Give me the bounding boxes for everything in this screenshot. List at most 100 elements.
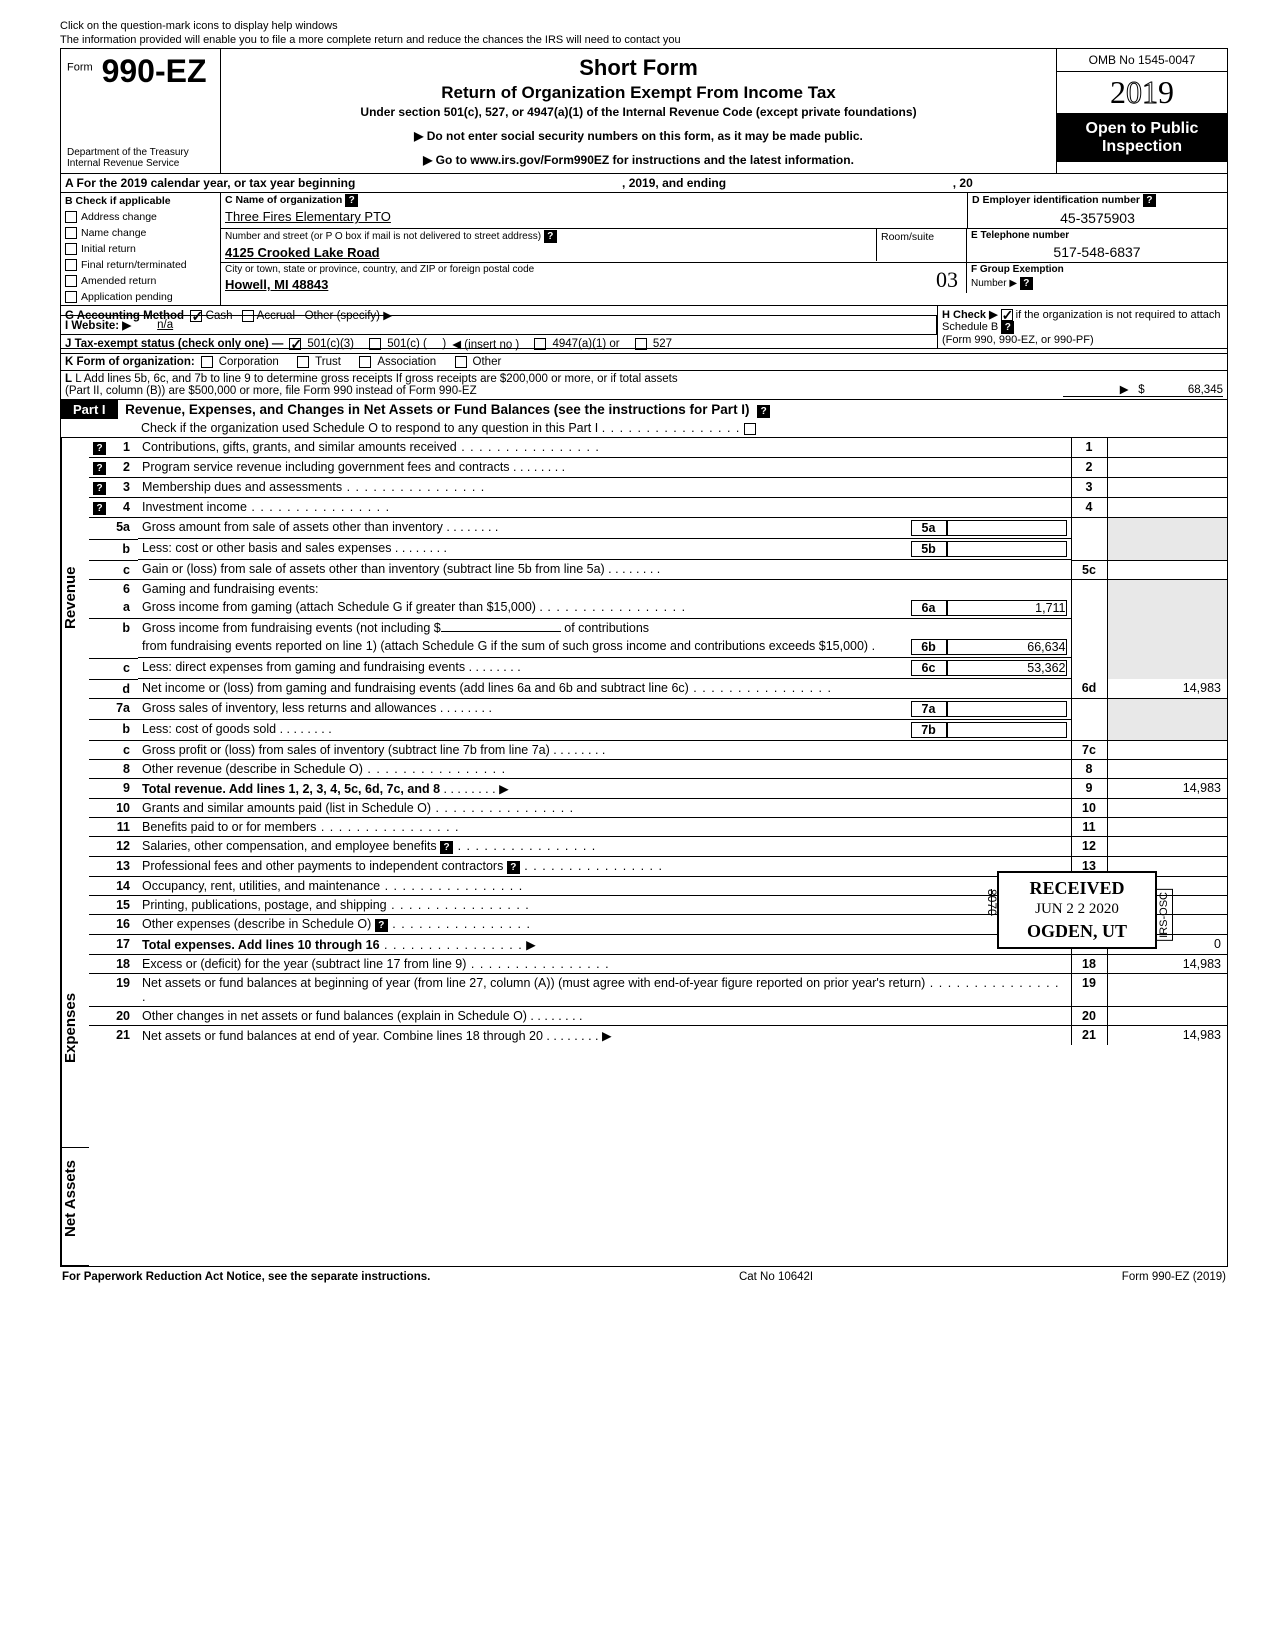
help-icon[interactable]: ? (345, 194, 358, 207)
b-address-change: Address change (81, 211, 157, 223)
line-14: Occupancy, rent, utilities, and maintena… (142, 879, 380, 893)
line-7c: Gross profit or (loss) from sales of inv… (142, 743, 550, 757)
form-id-cell: Form 990-EZ Department of the Treasury I… (61, 49, 221, 173)
line-20: Other changes in net assets or fund bala… (142, 1009, 527, 1023)
line-5a: Gross amount from sale of assets other t… (142, 520, 443, 534)
chk-other[interactable] (455, 356, 467, 368)
line-11: Benefits paid to or for members (142, 820, 316, 834)
chk-pending[interactable] (65, 291, 77, 303)
line-18: Excess or (deficit) for the year (subtra… (142, 957, 466, 971)
main-grid: Revenue Expenses Net Assets ?1Contributi… (61, 438, 1227, 1266)
help-icon-d[interactable]: ? (1143, 194, 1156, 207)
chk-501c[interactable] (369, 338, 381, 350)
line-9: Total revenue. Add lines 1, 2, 3, 4, 5c,… (142, 782, 440, 796)
help-13[interactable]: ? (507, 861, 520, 874)
footer-mid: Cat No 10642I (739, 1271, 813, 1283)
i-label: I Website: ▶ (65, 318, 131, 332)
help-12[interactable]: ? (440, 841, 453, 854)
b-final: Final return/terminated (81, 259, 187, 271)
line-4: Investment income (142, 500, 247, 514)
handwritten-03: 03 (936, 267, 958, 293)
j-4947: 4947(a)(1) or (552, 338, 619, 350)
chk-part1-schedo[interactable] (744, 423, 756, 435)
form-word: Form (67, 61, 93, 73)
side-netassets: Net Assets (61, 1148, 89, 1266)
k-other: Other (473, 356, 502, 368)
help-1[interactable]: ? (93, 442, 106, 455)
help-icon-street[interactable]: ? (544, 230, 557, 243)
h-label: H Check ▶ (942, 309, 998, 321)
val-6b: 66,634 (947, 639, 1067, 655)
l-text2: (Part II, column (B)) are $500,000 or mo… (65, 385, 477, 397)
chk-initial[interactable] (65, 243, 77, 255)
stamp-date: JUN 2 2 2020 (1009, 900, 1145, 920)
val-18: 14,983 (1107, 955, 1227, 974)
part-1-check-text: Check if the organization used Schedule … (141, 421, 598, 435)
k-corp: Corporation (219, 356, 279, 368)
b-amended: Amended return (81, 275, 156, 287)
help-4[interactable]: ? (93, 502, 106, 515)
help-icon-f[interactable]: ? (1020, 277, 1033, 290)
val-6a: 1,711 (947, 600, 1067, 616)
help-2[interactable]: ? (93, 462, 106, 475)
chk-501c3[interactable] (289, 338, 301, 350)
website-value: n/a (137, 319, 193, 331)
stamp-ogden: OGDEN, UT (1009, 920, 1145, 943)
g-other: Other (specify) ▶ (305, 310, 392, 322)
chk-trust[interactable] (297, 356, 309, 368)
line-16: Other expenses (describe in Schedule O) (142, 917, 371, 931)
open-public-2: Inspection (1059, 138, 1225, 156)
line-a-2: , 2019, and ending (622, 176, 726, 190)
b-name-change: Name change (81, 227, 146, 239)
col-d: D Employer identification number ? 45-35… (967, 193, 1227, 228)
revenue-table: ?1Contributions, gifts, grants, and simi… (89, 438, 1227, 1045)
line-8: Other revenue (describe in Schedule O) (142, 762, 363, 776)
b-initial: Initial return (81, 243, 136, 255)
col-b: B Check if applicable Address change Nam… (61, 193, 221, 305)
street-value: 4125 Crooked Lake Road (221, 244, 876, 261)
chk-h[interactable] (1001, 309, 1013, 321)
footer-left: For Paperwork Reduction Act Notice, see … (62, 1271, 430, 1283)
open-public-1: Open to Public (1059, 120, 1225, 138)
line-3: Membership dues and assessments (142, 480, 342, 494)
stamp-8070: 8070 (985, 889, 999, 916)
line-17: Total expenses. Add lines 10 through 16 (142, 938, 380, 952)
chk-corp[interactable] (201, 356, 213, 368)
line-1: Contributions, gifts, grants, and simila… (142, 440, 457, 454)
help-icon-p1[interactable]: ? (757, 405, 770, 418)
chk-final[interactable] (65, 259, 77, 271)
city-value: Howell, MI 48843 (221, 276, 966, 293)
line-7a: Gross sales of inventory, less returns a… (142, 701, 436, 715)
title-cell: Short Form Return of Organization Exempt… (221, 49, 1057, 173)
line-15: Printing, publications, postage, and shi… (142, 898, 387, 912)
k-assoc: Association (377, 356, 436, 368)
line-10: Grants and similar amounts paid (list in… (142, 801, 431, 815)
chk-accrual[interactable] (242, 310, 254, 322)
col-cd: C Name of organization ? Three Fires Ele… (221, 193, 1227, 305)
chk-527[interactable] (635, 338, 647, 350)
line-6c: Less: direct expenses from gaming and fu… (142, 660, 465, 674)
chk-4947[interactable] (534, 338, 546, 350)
part-1-title: Revenue, Expenses, and Changes in Net As… (121, 400, 753, 419)
chk-name-change[interactable] (65, 227, 77, 239)
omb-number: OMB No 1545-0047 (1057, 49, 1227, 72)
chk-cash[interactable] (190, 310, 202, 322)
l-text1: L Add lines 5b, 6c, and 7b to line 9 to … (75, 373, 677, 385)
j-501c3: 501(c)(3) (307, 338, 354, 350)
instr-2: ▶ Go to www.irs.gov/Form990EZ for instru… (229, 153, 1048, 167)
right-header: OMB No 1545-0047 2019 Open to Public Ins… (1057, 49, 1227, 173)
val-9: 14,983 (1107, 779, 1227, 799)
help-16[interactable]: ? (375, 919, 388, 932)
phone-value: 517-548-6837 (967, 242, 1227, 262)
info-grid: B Check if applicable Address change Nam… (61, 193, 1227, 306)
f-label2: Number ▶ (971, 278, 1017, 289)
line-6b1: Gross income from fundraising events (no… (142, 621, 441, 635)
chk-amended[interactable] (65, 275, 77, 287)
help-3[interactable]: ? (93, 482, 106, 495)
side-revenue: Revenue (61, 438, 89, 958)
line-12: Salaries, other compensation, and employ… (142, 839, 437, 853)
chk-address-change[interactable] (65, 211, 77, 223)
chk-assoc[interactable] (359, 356, 371, 368)
line-21: Net assets or fund balances at end of ye… (142, 1029, 543, 1043)
line-5b: Less: cost or other basis and sales expe… (142, 541, 391, 555)
